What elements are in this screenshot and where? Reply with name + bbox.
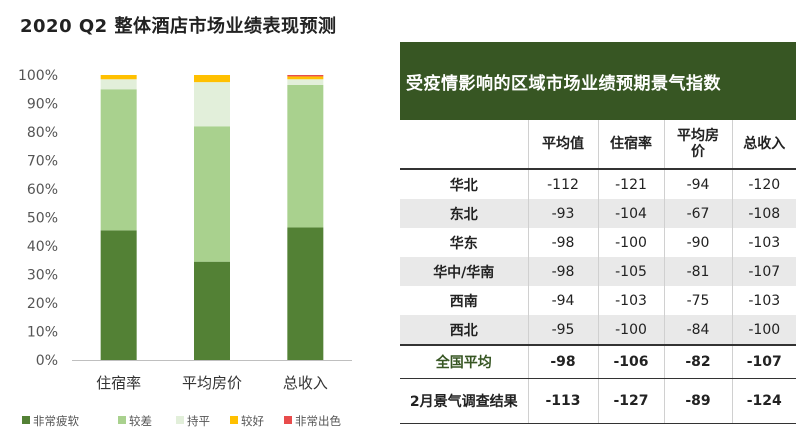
table-row: 东北 -93 -104 -67 -108	[400, 199, 796, 228]
column-header: 总收入	[731, 120, 796, 170]
index-table: 平均值 住宿率 平均房价 总收入 华北 -112 -121 -94 -120 东…	[400, 120, 796, 424]
row-label: 华北	[449, 177, 478, 194]
bar-segment	[287, 79, 324, 85]
cell: -113	[527, 378, 598, 424]
cell: -93	[527, 199, 598, 228]
x-tick-label: 平均房价	[182, 374, 242, 392]
bar-segment	[100, 89, 137, 231]
row-label: 华东	[449, 235, 478, 252]
y-tick-label: 30%	[27, 268, 58, 284]
bar-segment	[100, 75, 137, 80]
cell: -106	[597, 344, 664, 379]
cell: -103	[731, 286, 796, 315]
row-label: 全国平均	[400, 344, 528, 379]
table-row: 西北 -95 -100 -84 -100	[400, 315, 796, 345]
table-row: 华东 -98 -100 -90 -103	[400, 228, 796, 257]
legend-label: 非常出色	[295, 414, 341, 428]
cell: -107	[731, 344, 796, 379]
table-title: 受疫情影响的区域市场业绩预期景气指数	[400, 42, 796, 120]
legend-label: 非常疲软	[33, 414, 79, 428]
row-label: 东北	[400, 199, 528, 228]
cell: -81	[663, 257, 732, 286]
cell: -127	[597, 378, 664, 424]
cell: -100	[597, 315, 664, 345]
cell: -84	[663, 315, 732, 345]
y-tick-label: 10%	[27, 325, 58, 341]
cell: -90	[663, 228, 732, 257]
cell: -100	[731, 315, 796, 345]
legend-label: 较好	[241, 414, 264, 428]
bar-segment	[287, 84, 324, 228]
table-row: 华北 -112 -121 -94 -120	[400, 169, 796, 199]
row-label: 华中/华南	[400, 257, 528, 286]
bar-segment	[287, 75, 324, 77]
stacked-bar-chart: 0% 10% 20% 30% 40% 50% 60% 70% 80% 90% 100% 住宿率 平均房价…	[18, 68, 352, 428]
cell: -94	[663, 169, 732, 199]
y-tick-label: 50%	[27, 211, 58, 227]
legend-swatch	[284, 416, 292, 424]
bar-segment	[194, 126, 230, 262]
x-tick-label: 总收入	[283, 374, 328, 392]
cell: -98	[527, 228, 598, 257]
cell: -100	[597, 228, 664, 257]
cell: -89	[663, 378, 732, 424]
cell: -112	[527, 169, 598, 199]
cell: -98	[527, 257, 598, 286]
cell: -82	[663, 344, 732, 379]
legend-swatch	[230, 416, 238, 424]
cell: -98	[527, 344, 598, 379]
y-tick-label: 90%	[27, 97, 58, 113]
row-label: 西南	[449, 293, 478, 310]
index-table-panel: 受疫情影响的区域市场业绩预期景气指数 平均值 住宿率 平均房价 总收入 华北 -…	[400, 42, 796, 424]
cell: -124	[731, 378, 796, 424]
cell: -103	[597, 286, 664, 315]
column-header: 平均值	[527, 120, 598, 170]
cell: -108	[731, 199, 796, 228]
bar-segment	[100, 79, 137, 90]
table-row: 西南 -94 -103 -75 -103	[400, 286, 796, 315]
legend-swatch	[22, 416, 30, 424]
table-row-survey: 2月景气调查结果 -113 -127 -89 -124	[400, 378, 796, 424]
legend-label: 较差	[129, 414, 152, 428]
legend-label: 持平	[187, 414, 210, 428]
bar-segment	[194, 75, 230, 83]
y-tick-label: 70%	[27, 154, 58, 170]
x-tick-label: 住宿率	[96, 374, 141, 392]
row-label: 西北	[400, 315, 528, 345]
row-label: 2月景气调查结果	[400, 378, 528, 424]
column-header	[400, 120, 528, 170]
y-tick-label: 40%	[27, 239, 58, 255]
table-row: 华中/华南 -98 -105 -81 -107	[400, 257, 796, 286]
bar-segment	[287, 227, 324, 360]
legend-swatch	[118, 416, 126, 424]
y-tick-label: 0%	[36, 353, 58, 369]
chart-title: 2020 Q2 整体酒店市场业绩表现预测	[20, 16, 337, 37]
cell: -94	[527, 286, 598, 315]
legend-swatch	[176, 416, 184, 424]
bar-segment	[100, 230, 137, 360]
cell: -75	[663, 286, 732, 315]
cell: -120	[731, 169, 796, 199]
table-row-national: 全国平均 -98 -106 -82 -107	[400, 344, 796, 379]
cell: -107	[731, 257, 796, 286]
bar-segment	[287, 76, 324, 80]
y-tick-label: 80%	[27, 125, 58, 141]
cell: -104	[597, 199, 664, 228]
cell: -67	[663, 199, 732, 228]
column-header: 住宿率	[597, 120, 664, 170]
bar-segment	[194, 261, 230, 360]
cell: -95	[527, 315, 598, 345]
y-tick-label: 20%	[27, 296, 58, 312]
bar-segment	[194, 82, 230, 127]
cell: -103	[731, 228, 796, 257]
table-header-row: 平均值 住宿率 平均房价 总收入	[400, 120, 796, 170]
y-tick-label: 100%	[18, 68, 58, 84]
cell: -105	[597, 257, 664, 286]
y-tick-label: 60%	[27, 182, 58, 198]
cell: -121	[597, 169, 664, 199]
column-header: 平均房价	[663, 120, 732, 170]
